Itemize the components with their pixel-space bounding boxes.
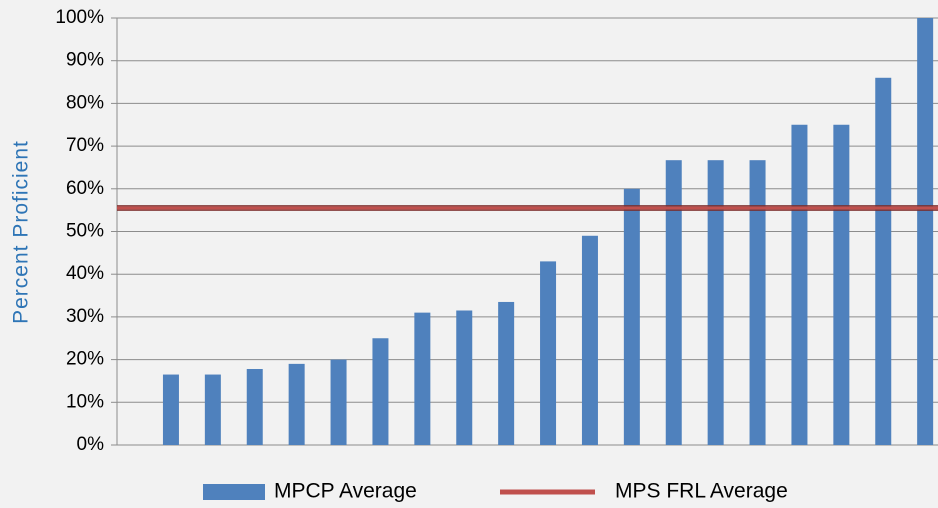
bar bbox=[288, 363, 305, 445]
y-tick-label: 0% bbox=[77, 434, 105, 455]
y-tick-label: 90% bbox=[66, 50, 104, 71]
bar bbox=[833, 124, 850, 445]
bar bbox=[330, 359, 347, 445]
y-tick-label: 80% bbox=[66, 92, 104, 113]
y-tick-label: 70% bbox=[66, 135, 104, 156]
bar bbox=[707, 160, 724, 446]
bar bbox=[162, 374, 179, 445]
bar bbox=[623, 188, 640, 446]
y-tick-label: 10% bbox=[66, 391, 104, 412]
bar bbox=[791, 124, 808, 445]
legend-label: MPCP Average bbox=[274, 480, 417, 503]
bar bbox=[246, 368, 263, 445]
y-tick-label: 50% bbox=[66, 221, 104, 242]
y-tick-label: 100% bbox=[55, 7, 104, 28]
bar bbox=[917, 18, 934, 445]
bar bbox=[204, 374, 221, 445]
bar bbox=[414, 312, 431, 445]
bar bbox=[540, 261, 557, 445]
y-tick-label: 30% bbox=[66, 306, 104, 327]
y-tick-label: 40% bbox=[66, 263, 104, 284]
bar bbox=[456, 310, 473, 445]
bar bbox=[665, 160, 682, 446]
bar bbox=[875, 77, 892, 445]
legend-swatch bbox=[203, 484, 265, 500]
bar bbox=[372, 338, 389, 445]
y-tick-label: 60% bbox=[66, 178, 104, 199]
y-tick-label: 20% bbox=[66, 349, 104, 370]
y-axis-title: Percent Proficient bbox=[10, 140, 33, 324]
bar bbox=[749, 160, 766, 446]
legend-label: MPS FRL Average bbox=[615, 480, 788, 503]
bar bbox=[498, 301, 515, 445]
bar bbox=[581, 235, 598, 445]
